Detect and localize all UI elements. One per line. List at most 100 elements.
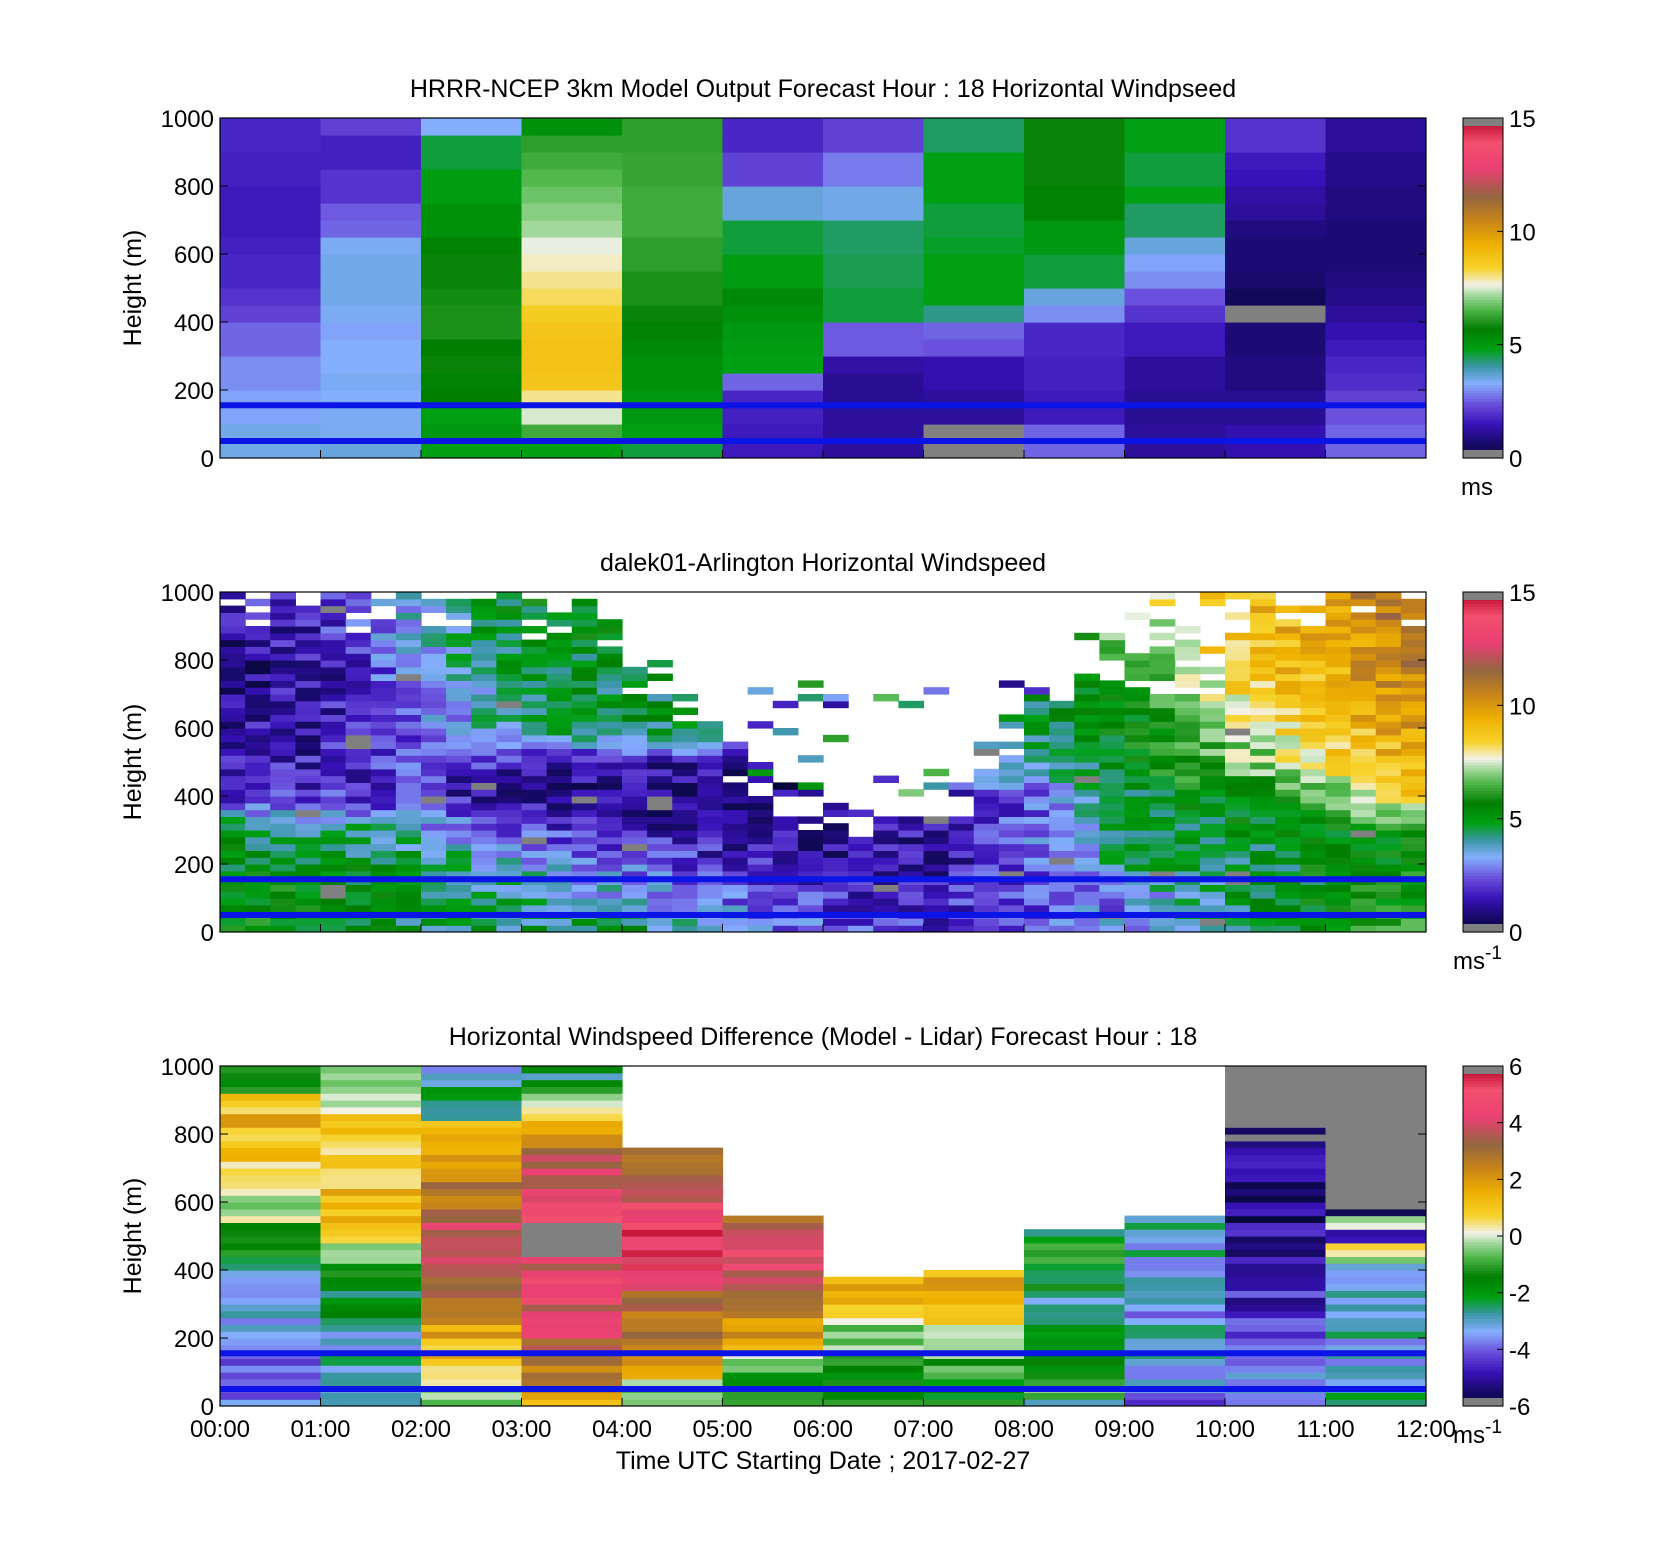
- heatmap-cell: [647, 700, 673, 709]
- colorbar-segment: [1463, 358, 1503, 363]
- heatmap-cell: [1400, 680, 1426, 688]
- colorbar-segment: [1463, 248, 1503, 252]
- heatmap-cell: [998, 836, 1025, 845]
- heatmap-cell: [421, 653, 447, 661]
- heatmap-cell: [421, 1134, 523, 1142]
- heatmap-cell: [596, 734, 623, 743]
- colorbar-segment: [1463, 378, 1503, 383]
- heatmap-cell: [1400, 864, 1426, 872]
- panel-difference-y-label: Height (m): [119, 1178, 147, 1295]
- heatmap-cell: [1124, 762, 1151, 770]
- heatmap-cell: [1024, 322, 1126, 340]
- heatmap-cell: [1024, 802, 1050, 811]
- heatmap-cell: [1325, 1372, 1426, 1380]
- colorbar-segment: [1463, 1343, 1503, 1348]
- heatmap-cell: [823, 843, 849, 851]
- heatmap-cell: [647, 898, 673, 906]
- heatmap-cell: [923, 1372, 1025, 1380]
- heatmap-cell: [421, 1276, 523, 1285]
- heatmap-cell: [471, 687, 497, 695]
- heatmap-cell: [1375, 864, 1402, 872]
- heatmap-cell: [1275, 782, 1301, 790]
- heatmap-cell: [370, 660, 397, 668]
- heatmap-cell: [370, 680, 397, 688]
- heatmap-cell: [1199, 857, 1226, 865]
- heatmap-cell: [1174, 721, 1201, 729]
- heatmap-cell: [1174, 748, 1201, 756]
- heatmap-cell: [1250, 823, 1276, 831]
- heatmap-cell: [596, 823, 623, 831]
- heatmap-cell: [622, 843, 648, 851]
- heatmap-cell: [220, 714, 246, 722]
- colorbar-segment: [1463, 146, 1503, 150]
- heatmap-cell: [622, 857, 648, 865]
- heatmap-cell: [521, 857, 548, 865]
- heatmap-cell: [320, 1331, 422, 1339]
- colorbar-unit: ms-1: [1453, 943, 1502, 975]
- heatmap-cell: [596, 850, 623, 858]
- heatmap-cell: [973, 843, 1000, 851]
- heatmap-cell: [1225, 1256, 1327, 1264]
- heatmap-cell: [722, 322, 824, 340]
- colorbar-segment: [1463, 234, 1503, 238]
- heatmap-cell: [998, 755, 1025, 763]
- colorbar-segment: [1463, 330, 1503, 334]
- heatmap-cell: [1325, 1399, 1426, 1406]
- colorbar-segment: [1463, 1145, 1503, 1149]
- heatmap-cell: [370, 687, 397, 695]
- heatmap-cell: [245, 782, 271, 790]
- colorbar-segment: [1463, 835, 1503, 840]
- heatmap-cell: [722, 152, 824, 170]
- heatmap-cell: [1049, 796, 1075, 804]
- heatmap-cell: [697, 918, 724, 926]
- colorbar-tick-label: 10: [1509, 693, 1536, 720]
- heatmap-cell: [395, 891, 422, 899]
- heatmap-cell: [1250, 653, 1276, 661]
- colorbar-segment: [1463, 1114, 1503, 1118]
- heatmap-cell: [496, 626, 523, 634]
- colorbar-segment: [1463, 375, 1503, 380]
- panel-model-x-ticks: [219, 450, 1427, 458]
- heatmap-cell: [521, 864, 548, 872]
- heatmap-cell: [772, 816, 799, 824]
- colorbar-segment: [1463, 409, 1503, 414]
- heatmap-cell: [1300, 823, 1327, 831]
- heatmap-cell: [1124, 1338, 1226, 1346]
- heatmap-cell: [823, 237, 925, 255]
- heatmap-cell: [421, 775, 447, 783]
- colorbar-segment: [1463, 129, 1503, 133]
- heatmap-cell: [270, 775, 296, 783]
- heatmap-cell: [1049, 734, 1075, 743]
- heatmap-cell: [245, 612, 271, 620]
- heatmap-cell: [1275, 707, 1301, 715]
- heatmap-cell: [1099, 762, 1126, 770]
- heatmap-cell: [722, 441, 824, 458]
- heatmap-cell: [823, 1297, 925, 1305]
- colorbar-segment: [1463, 889, 1503, 893]
- heatmap-cell: [1099, 734, 1126, 743]
- heatmap-cell: [1174, 653, 1201, 661]
- heatmap-cell: [295, 809, 322, 817]
- heatmap-cell: [1174, 714, 1201, 722]
- colorbar-segment: [1463, 603, 1503, 607]
- colorbar-segment: [1463, 643, 1503, 647]
- heatmap-cell: [1325, 1276, 1426, 1285]
- heatmap-cell: [320, 1079, 422, 1087]
- heatmap-cell: [622, 714, 648, 722]
- heatmap-cell: [898, 904, 925, 913]
- heatmap-cell: [521, 1344, 623, 1353]
- colorbar-segment: [1463, 1151, 1503, 1155]
- heatmap-cell: [772, 864, 799, 872]
- heatmap-cell: [747, 904, 774, 913]
- heatmap-cell: [421, 816, 447, 824]
- heatmap-cell: [1350, 768, 1377, 777]
- heatmap-cell: [873, 864, 899, 872]
- heatmap-cell: [270, 687, 296, 695]
- heatmap-cell: [722, 305, 824, 323]
- heatmap-cell: [998, 898, 1025, 906]
- heatmap-cell: [320, 305, 422, 323]
- heatmap-cell: [421, 850, 447, 858]
- colorbar-under-cap: [1463, 450, 1503, 458]
- heatmap-cell: [270, 891, 296, 899]
- heatmap-cell: [998, 870, 1025, 879]
